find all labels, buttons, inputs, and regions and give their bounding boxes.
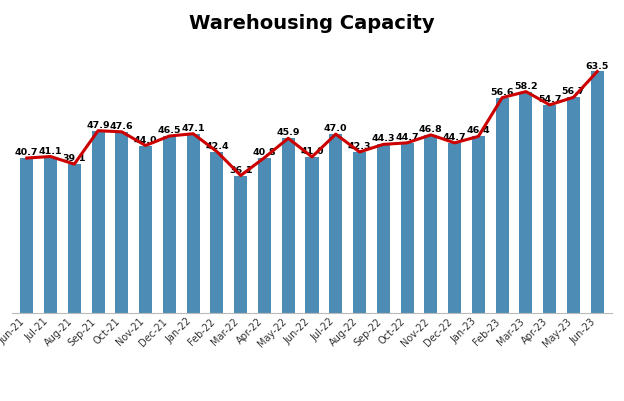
Bar bbox=[20, 159, 33, 313]
Bar bbox=[68, 165, 81, 313]
Bar bbox=[329, 135, 343, 313]
Bar bbox=[44, 157, 57, 313]
Text: 63.5: 63.5 bbox=[585, 61, 609, 71]
Bar bbox=[377, 145, 390, 313]
Bar bbox=[519, 92, 532, 313]
Bar bbox=[139, 146, 152, 313]
Title: Warehousing Capacity: Warehousing Capacity bbox=[189, 14, 435, 33]
Text: 47.6: 47.6 bbox=[110, 122, 134, 131]
Bar bbox=[472, 137, 485, 313]
Text: 56.7: 56.7 bbox=[562, 87, 585, 96]
Text: 36.1: 36.1 bbox=[229, 165, 253, 174]
Text: 45.9: 45.9 bbox=[276, 128, 300, 137]
Bar bbox=[424, 136, 437, 313]
Text: 44.7: 44.7 bbox=[443, 133, 467, 142]
Text: 47.1: 47.1 bbox=[182, 124, 205, 132]
Bar bbox=[353, 153, 366, 313]
Bar bbox=[448, 144, 461, 313]
Text: 41.1: 41.1 bbox=[39, 146, 62, 155]
Text: 54.7: 54.7 bbox=[538, 95, 562, 104]
Bar bbox=[543, 105, 556, 313]
Bar bbox=[115, 132, 129, 313]
Text: 46.8: 46.8 bbox=[419, 125, 443, 134]
Text: 46.4: 46.4 bbox=[467, 126, 490, 135]
Text: 40.8: 40.8 bbox=[253, 148, 276, 156]
Bar bbox=[258, 158, 271, 313]
Text: 42.3: 42.3 bbox=[348, 142, 371, 151]
Text: 44.7: 44.7 bbox=[395, 133, 419, 142]
Bar bbox=[567, 98, 580, 313]
Bar bbox=[591, 72, 604, 313]
Text: 47.9: 47.9 bbox=[86, 121, 110, 130]
Text: 58.2: 58.2 bbox=[514, 81, 538, 91]
Text: 40.7: 40.7 bbox=[15, 148, 39, 157]
Text: 46.5: 46.5 bbox=[158, 126, 181, 135]
Text: 41.0: 41.0 bbox=[300, 147, 324, 156]
Text: 44.0: 44.0 bbox=[134, 135, 157, 144]
Bar bbox=[495, 98, 509, 313]
Text: 44.3: 44.3 bbox=[371, 134, 395, 143]
Bar bbox=[234, 176, 247, 313]
Bar bbox=[92, 132, 105, 313]
Text: 42.4: 42.4 bbox=[205, 141, 229, 150]
Bar bbox=[163, 137, 176, 313]
Bar bbox=[306, 158, 318, 313]
Text: 39.1: 39.1 bbox=[62, 154, 86, 163]
Bar bbox=[401, 144, 414, 313]
Bar bbox=[187, 134, 200, 313]
Bar bbox=[210, 152, 223, 313]
Text: 47.0: 47.0 bbox=[324, 124, 348, 133]
Text: 56.6: 56.6 bbox=[490, 87, 514, 97]
Bar bbox=[281, 139, 295, 313]
